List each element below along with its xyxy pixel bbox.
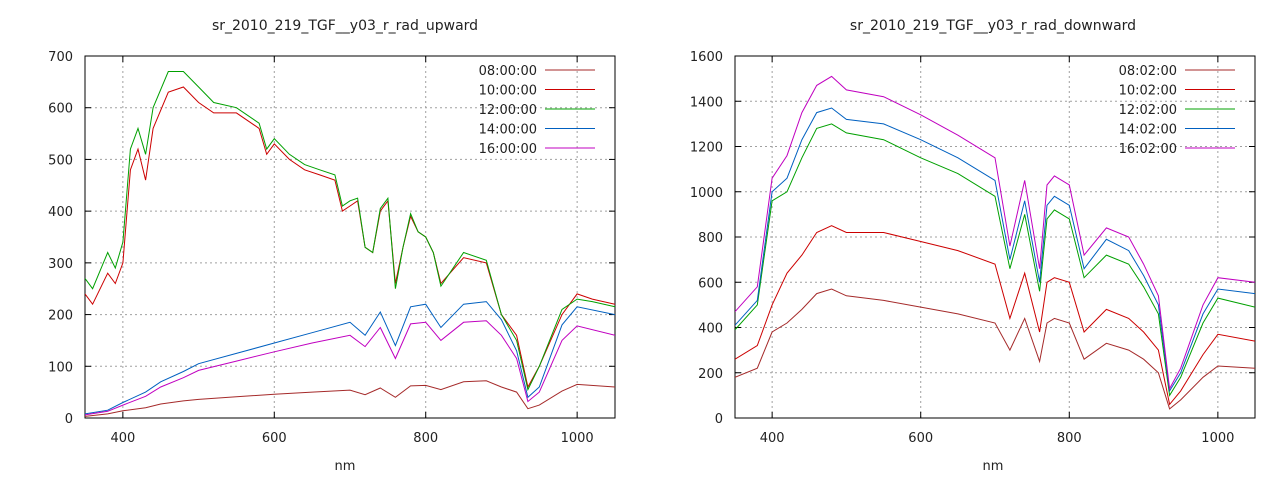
- legend-label: 14:00:00: [479, 123, 537, 138]
- legend-label: 10:00:00: [479, 84, 537, 99]
- series-line-1: [85, 380, 615, 417]
- y-tick-label: 800: [698, 231, 723, 246]
- y-tick-label: 500: [48, 153, 73, 168]
- series-line-2: [735, 225, 1255, 406]
- x-axis-label: nm: [983, 459, 1004, 474]
- x-tick-label: 600: [908, 431, 933, 446]
- y-tick-label: 1200: [690, 141, 723, 156]
- y-tick-label: 300: [48, 257, 73, 272]
- legend-label: 10:02:00: [1119, 84, 1177, 99]
- plot-frame: [84, 55, 616, 419]
- y-tick-label: 200: [48, 309, 73, 324]
- x-tick-label: 400: [760, 431, 785, 446]
- y-tick-label: 1600: [690, 50, 723, 65]
- y-tick-label: 700: [48, 50, 73, 65]
- x-tick-label: 800: [1057, 431, 1082, 446]
- x-tick-label: 1000: [1201, 431, 1234, 446]
- legend-label: 12:00:00: [479, 103, 537, 118]
- y-tick-label: 0: [65, 412, 73, 427]
- x-tick-label: 1000: [561, 431, 594, 446]
- chart-title: sr_2010_219_TGF__y03_r_rad_upward: [212, 18, 478, 34]
- y-tick-label: 600: [698, 276, 723, 291]
- y-tick-label: 200: [698, 367, 723, 382]
- legend-label: 16:00:00: [479, 142, 537, 157]
- legend-label: 16:02:00: [1119, 142, 1177, 157]
- series-line-1: [735, 288, 1255, 410]
- series-line-4: [735, 107, 1255, 393]
- series-line-5: [735, 75, 1255, 391]
- chart-1: 400 600 800 1000 0 100 200 300 400 500 600 700 sr_20…: [48, 18, 616, 474]
- y-tick-label: 1000: [690, 186, 723, 201]
- chart-2: 400 600 800 1000 0 200 400 600 800 1000 1200 1400 16…: [690, 18, 1256, 474]
- legend-label: 08:00:00: [479, 64, 537, 79]
- y-tick-label: 400: [48, 205, 73, 220]
- x-axis-label: nm: [335, 459, 356, 474]
- series-line-5: [85, 320, 615, 416]
- x-tick-label: 400: [110, 431, 135, 446]
- y-tick-label: 600: [48, 102, 73, 117]
- series-line-3: [735, 123, 1255, 397]
- y-tick-label: 1400: [690, 95, 723, 110]
- series-line-3: [85, 71, 615, 392]
- x-tick-label: 800: [413, 431, 438, 446]
- legend-label: 12:02:00: [1119, 103, 1177, 118]
- chart-title: sr_2010_219_TGF__y03_r_rad_downward: [850, 18, 1136, 34]
- y-tick-label: 100: [48, 360, 73, 375]
- series-line-4: [85, 301, 615, 415]
- y-tick-label: 0: [715, 412, 723, 427]
- legend-label: 08:02:00: [1119, 64, 1177, 79]
- x-tick-label: 600: [262, 431, 287, 446]
- y-tick-label: 400: [698, 322, 723, 337]
- legend-label: 14:02:00: [1119, 123, 1177, 138]
